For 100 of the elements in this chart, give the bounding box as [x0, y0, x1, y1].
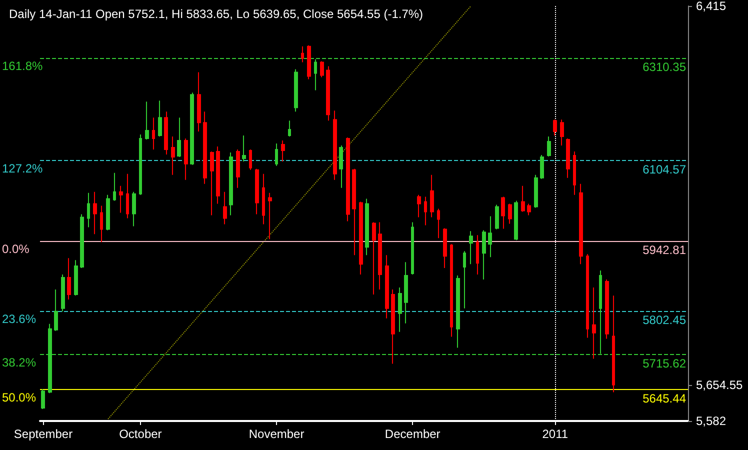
- candlestick: [365, 198, 369, 256]
- candlestick: [566, 138, 570, 178]
- candlestick: [249, 148, 252, 170]
- candlestick: [314, 58, 317, 91]
- candlestick: [450, 244, 453, 338]
- candlestick: [372, 222, 376, 295]
- candlestick: [113, 172, 116, 202]
- candlestick: [301, 46, 304, 63]
- x-tick-label: December: [384, 427, 440, 441]
- ref-line-label: 6310.35: [642, 60, 686, 74]
- candlestick: [294, 68, 298, 112]
- candlestick: [203, 111, 207, 184]
- candlestick: [242, 135, 246, 162]
- candlestick: [339, 144, 343, 188]
- text: 23.6%: [2, 312, 36, 326]
- candlestick: [184, 138, 188, 180]
- candlestick: [229, 152, 233, 216]
- candlestick: [74, 260, 78, 296]
- candlestick: [158, 100, 162, 138]
- candlestick: [100, 205, 103, 243]
- candlestick: [469, 230, 473, 265]
- candlestick: [391, 288, 395, 364]
- candlestick: [573, 150, 576, 196]
- candlestick: [463, 250, 466, 309]
- candlestick: [378, 222, 382, 290]
- candlestick: [132, 191, 136, 227]
- candlestick: [333, 110, 337, 180]
- candlestick: [553, 119, 557, 136]
- candlestick: [54, 288, 58, 332]
- candlestick: [320, 60, 324, 78]
- candlestick: [404, 262, 408, 324]
- candlestick: [67, 258, 71, 300]
- candlestick: [61, 274, 65, 312]
- candlestick: [119, 185, 123, 214]
- candlestick: [398, 286, 402, 332]
- ref-line-label: 5645.44: [642, 391, 686, 406]
- ref-line-label: 5802.45: [642, 313, 686, 328]
- candlestick: [385, 254, 389, 319]
- candlestick: [417, 194, 421, 218]
- candlestick: [579, 183, 583, 265]
- ref-line-label: 5942.81: [642, 243, 686, 258]
- candlestick: [275, 143, 278, 166]
- y-tick-label: 5,582: [696, 414, 726, 428]
- text: 50.0%: [2, 390, 36, 404]
- ref-line-label: 6104.57: [642, 162, 686, 177]
- candlestick: [216, 146, 220, 204]
- candlestick: [223, 191, 227, 225]
- candlestick: [281, 140, 285, 162]
- candlestick: [268, 192, 272, 240]
- y-tick-label: 6,415: [696, 0, 726, 13]
- x-tick-label: November: [248, 427, 304, 441]
- x-tick-label: September: [14, 427, 73, 441]
- candlestick: [508, 203, 512, 224]
- candlestick: [164, 111, 168, 155]
- candlestick: [352, 168, 356, 256]
- candlestick: [106, 194, 110, 231]
- candlestick: [476, 234, 479, 276]
- candlestick: [41, 388, 45, 410]
- chart-title: Daily 14-Jan-11 Open 5752.1, Hi 5833.65, Lo 5639.65, Close 5654.55 (-1.7%): [9, 7, 424, 21]
- candlestick: [80, 214, 84, 269]
- candlestick: [495, 204, 499, 230]
- candlestick: [501, 196, 505, 230]
- candlestick: [126, 173, 129, 219]
- x-tick-label: 2011: [542, 427, 568, 441]
- candlestick: [255, 168, 259, 215]
- candlestick: [210, 150, 214, 216]
- annotation: 127.2%: [2, 162, 44, 176]
- candlestick: [456, 275, 460, 348]
- candlestick: [411, 222, 414, 276]
- text: 0.0%: [2, 242, 30, 256]
- y-tick-label: 5,654.55: [696, 378, 744, 392]
- candlestick: [521, 185, 525, 212]
- candlestick: [437, 208, 440, 239]
- candlestick: [177, 117, 181, 158]
- candlestick: [612, 295, 615, 393]
- candlestick: [171, 136, 175, 176]
- candlestick: [560, 119, 564, 146]
- candlestick: [443, 228, 447, 269]
- candlestick: [482, 230, 486, 280]
- candlestick: [346, 137, 350, 222]
- candlestick: [236, 148, 240, 188]
- candlestick: [87, 192, 90, 228]
- candlestick: [288, 120, 291, 138]
- x-tick-label: October: [119, 427, 162, 441]
- candlestick: [424, 196, 427, 226]
- candlestick: [527, 203, 531, 216]
- candlestick: [190, 92, 194, 166]
- candlestick: [359, 201, 363, 276]
- candlestick: [547, 136, 551, 157]
- candlestick: [488, 216, 492, 258]
- candlestick: [262, 173, 265, 225]
- candlestick: [592, 286, 596, 360]
- text: 38.2%: [2, 355, 36, 370]
- candlestick: [307, 44, 311, 80]
- candlestick: [152, 117, 155, 150]
- candlestick: [145, 101, 149, 140]
- candlestick: [514, 200, 518, 241]
- candlestick: [93, 191, 97, 235]
- candlestick: [326, 66, 330, 122]
- annotation: 161.8%: [2, 59, 44, 74]
